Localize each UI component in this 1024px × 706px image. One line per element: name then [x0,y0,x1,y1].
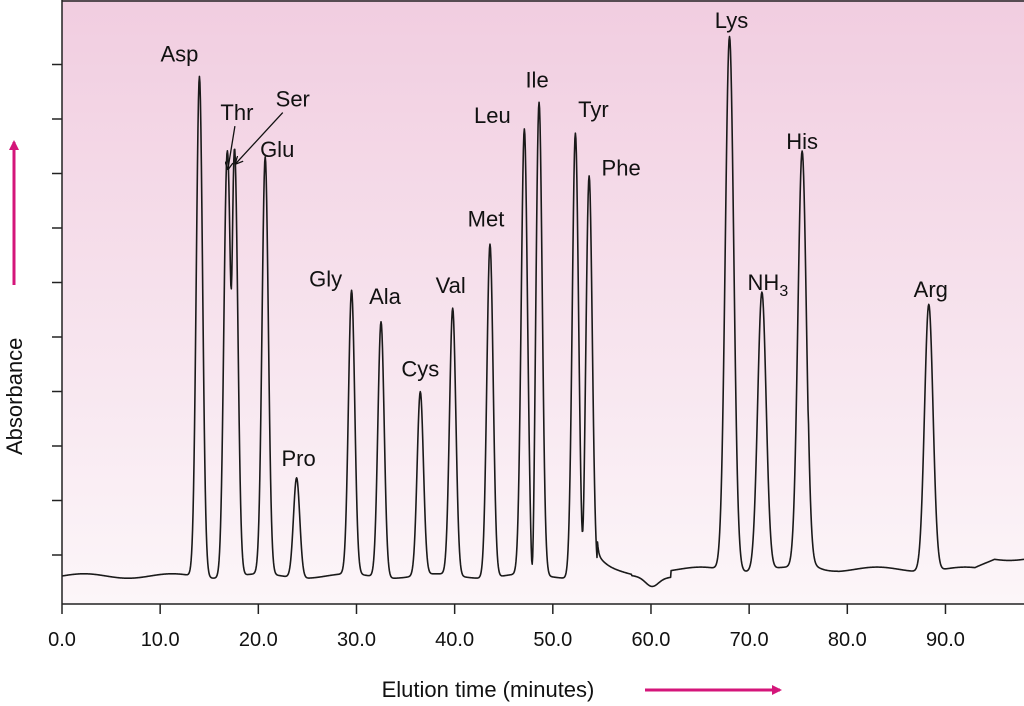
peak-label-ala: Ala [369,284,402,309]
x-tick-label: 70.0 [730,629,769,651]
x-tick-label: 90.0 [926,629,965,651]
peak-label-lys: Lys [715,8,748,33]
chromatogram-trace [61,35,1024,588]
x-axis-ticks: 0.0 10.0 20.0 30.0 40.0 50.0 60.0 70.0 80.0 90.0 [48,604,965,651]
x-tick-label: 30.0 [337,629,376,651]
leader-arrow-thr [228,126,236,169]
x-axis-title: Elution time (minutes) [382,677,595,702]
peak-label-arg: Arg [914,277,948,302]
peak-label-nh3: NH3 [748,270,789,300]
peak-label-leu: Leu [474,103,511,128]
x-tick-label: 20.0 [239,629,278,651]
peak-label-ile: Ile [525,67,548,92]
y-axis-ticks [52,63,62,556]
peak-labels: Asp Thr Ser Glu Pro Gly Ala Cys Val Met Leu Ile Tyr P… [160,8,947,471]
peak-label-thr: Thr [220,100,253,125]
x-tick-label: 50.0 [533,629,572,651]
peak-label-cys: Cys [401,357,439,382]
peak-label-met: Met [468,206,505,231]
x-tick-label: 80.0 [828,629,867,651]
leader-arrow-ser [236,112,284,164]
x-tick-label: 10.0 [141,629,180,651]
peak-label-phe: Phe [602,156,641,181]
y-axis-title: Absorbance [2,338,27,455]
peak-label-his: His [786,129,818,154]
peak-label-glu: Glu [260,137,294,162]
x-tick-label: 40.0 [435,629,474,651]
x-tick-label: 60.0 [632,629,671,651]
peak-label-gly: Gly [309,266,342,291]
peak-label-tyr: Tyr [578,97,609,122]
peak-label-ser: Ser [276,87,310,112]
peak-label-val: Val [436,273,466,298]
peak-label-pro: Pro [281,446,315,471]
x-tick-label: 0.0 [48,629,76,651]
peak-label-asp: Asp [160,42,198,67]
